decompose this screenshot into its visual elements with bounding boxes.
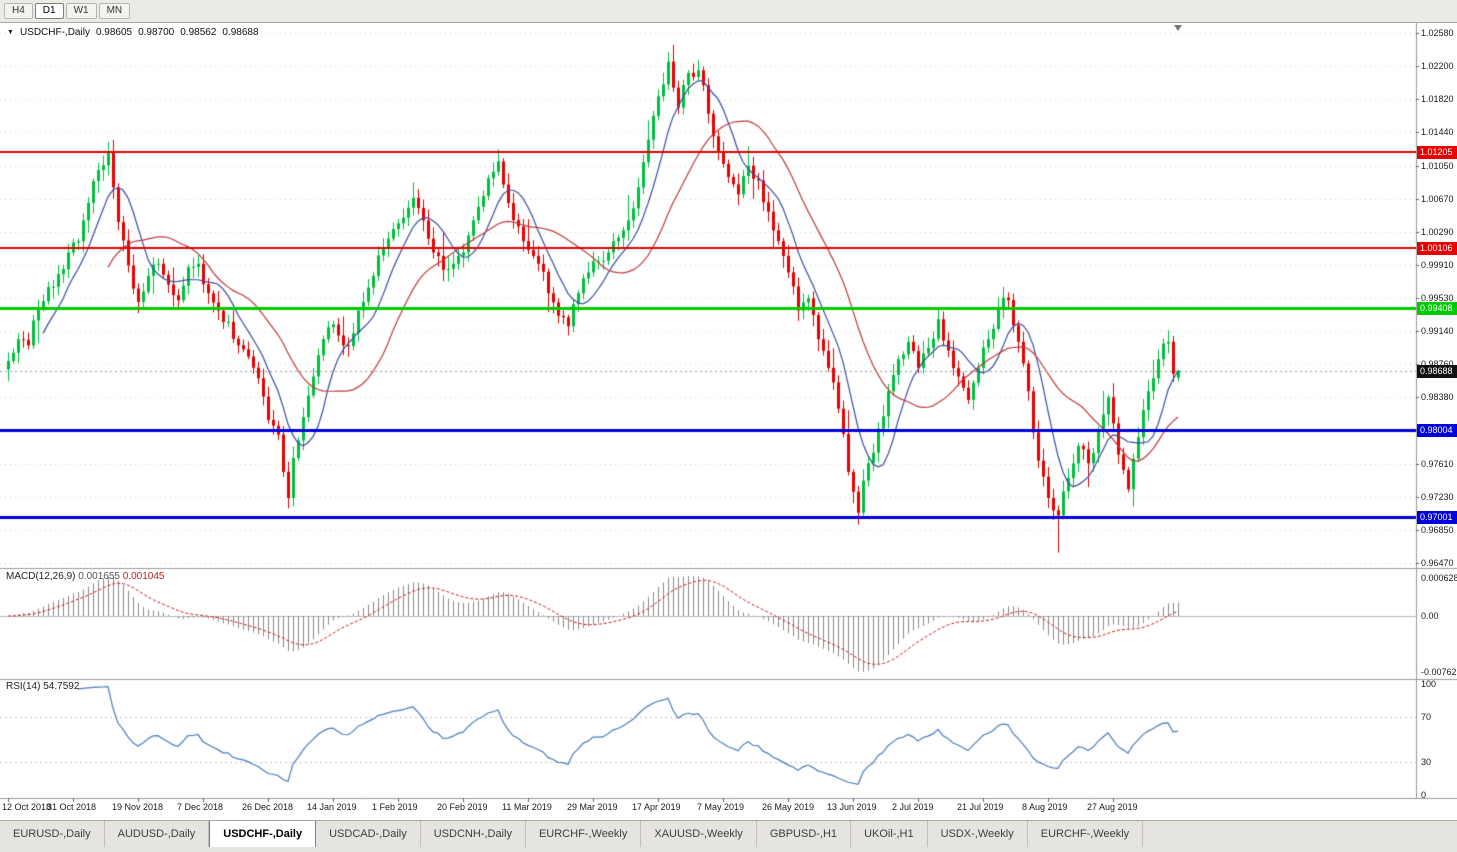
chart-tab-eurchf-weekly[interactable]: EURCHF-,Weekly: [1028, 821, 1144, 847]
timeframe-toolbar: H4 D1 W1 MN: [0, 0, 1457, 23]
chart-tab-usdchf-daily[interactable]: USDCHF-,Daily: [209, 821, 317, 847]
timeframe-w1-button[interactable]: W1: [65, 3, 97, 19]
chart-tab-usdx-weekly[interactable]: USDX-,Weekly: [928, 821, 1028, 847]
timeframe-mn-button[interactable]: MN: [98, 3, 131, 19]
chart-tab-xauusd-weekly[interactable]: XAUUSD-,Weekly: [641, 821, 757, 847]
chart-canvas[interactable]: [0, 22, 1457, 820]
chart-tab-usdcad-daily[interactable]: USDCAD-,Daily: [316, 821, 421, 847]
chart-tab-gbpusd-h1[interactable]: GBPUSD-,H1: [757, 821, 852, 847]
chart-tab-usdcnh-daily[interactable]: USDCNH-,Daily: [421, 821, 526, 847]
chart-tab-audusd-daily[interactable]: AUDUSD-,Daily: [105, 821, 210, 847]
chart-tab-bar: EURUSD-,Daily AUDUSD-,Daily USDCHF-,Daily U…: [0, 820, 1457, 847]
timeframe-h4-button[interactable]: H4: [4, 3, 33, 19]
status-strip: [0, 847, 1457, 852]
chart-tab-ukoil-h1[interactable]: UKOil-,H1: [851, 821, 928, 847]
chart-tab-eurchf-weekly[interactable]: EURCHF-,Weekly: [526, 821, 642, 847]
chart-tab-eurusd-daily[interactable]: EURUSD-,Daily: [0, 821, 105, 847]
timeframe-d1-button[interactable]: D1: [34, 3, 64, 19]
